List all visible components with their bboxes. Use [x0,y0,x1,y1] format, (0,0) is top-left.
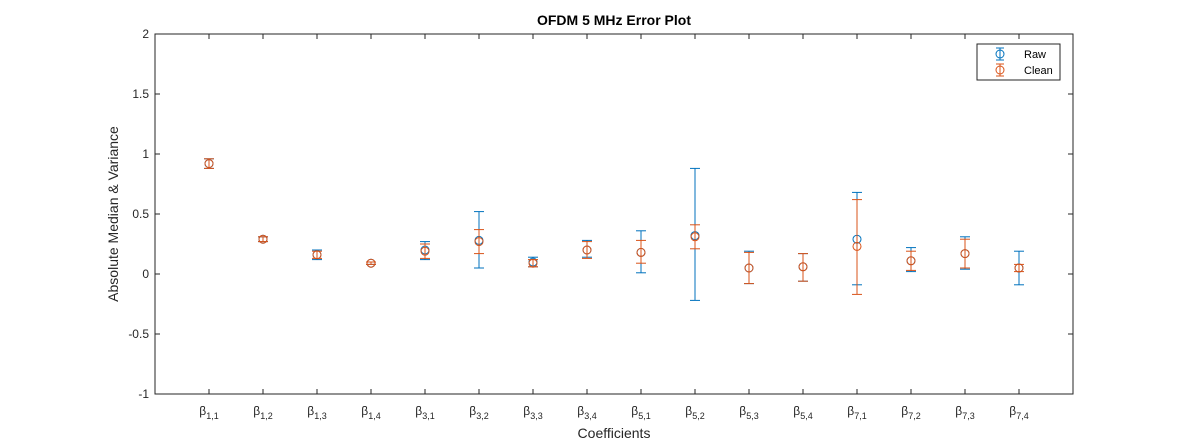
y-tick-label: -0.5 [128,327,149,341]
y-tick-label: -1 [138,387,149,401]
x-tick-symbol: β [307,404,314,418]
x-tick-symbol: β [253,404,260,418]
legend-marker [995,65,1005,75]
x-tick-symbol: β [739,404,746,418]
x-tick-subscript: 5,1 [638,411,651,421]
x-tick-symbol: β [361,404,368,418]
data-series [204,158,1024,301]
legend-box [976,43,1061,81]
x-tick-subscript: 1,1 [206,411,219,421]
data-point-marker [420,246,430,256]
x-tick-label: β3,3 [523,404,542,421]
x-tick-subscript: 1,2 [260,411,273,421]
x-tick-subscript: 5,2 [692,411,705,421]
x-tick-label: β1,3 [307,404,326,421]
x-tick-label: β3,2 [469,404,488,421]
plot-area [155,34,1073,394]
x-tick-symbol: β [1009,404,1016,418]
x-tick-subscript: 7,1 [854,411,867,421]
x-tick-subscript: 3,4 [584,411,597,421]
x-tick-label: β1,4 [361,404,380,421]
data-point-marker [798,262,808,272]
x-tick-symbol: β [199,404,206,418]
y-tick-label: 2 [142,27,149,41]
y-tick-label: 0.5 [132,207,149,221]
x-tick-label: β1,1 [199,404,218,421]
data-point-marker [366,258,376,268]
x-tick-label: β3,4 [577,404,596,421]
y-tick-label: 1 [142,147,149,161]
y-tick-label: 0 [142,267,149,281]
x-tick-label: β7,2 [901,404,920,421]
data-point-marker [690,232,700,242]
x-tick-symbol: β [685,404,692,418]
legend-label: Raw [1024,49,1046,61]
data-point-marker [474,237,484,247]
x-tick-symbol: β [793,404,800,418]
x-tick-subscript: 7,2 [908,411,921,421]
x-tick-subscript: 3,1 [422,411,435,421]
plot-box [154,33,1074,395]
chart-title: OFDM 5 MHz Error Plot [537,12,691,28]
x-tick-label: β3,1 [415,404,434,421]
x-tick-subscript: 1,3 [314,411,327,421]
y-axis-label: Absolute Median & Variance [105,126,121,302]
x-tick-subscript: 5,3 [746,411,759,421]
legend: Raw Clean [976,43,1061,81]
x-tick-symbol: β [955,404,962,418]
x-tick-label: β5,3 [739,404,758,421]
data-point-marker [258,234,268,244]
data-point-marker [204,159,214,169]
data-point-marker [582,245,592,255]
x-tick-symbol: β [415,404,422,418]
x-tick-symbol: β [631,404,638,418]
x-tick-subscript: 3,3 [530,411,543,421]
x-tick-label: β1,2 [253,404,272,421]
series-clean [204,158,1024,295]
data-point-marker [960,249,970,259]
x-tick-symbol: β [577,404,584,418]
data-point-marker [636,247,646,257]
data-point-marker [852,241,862,251]
x-tick-subscript: 7,3 [962,411,975,421]
x-tick-symbol: β [469,404,476,418]
x-tick-subscript: 5,4 [800,411,813,421]
x-tick-label: β5,1 [631,404,650,421]
data-point-marker [744,263,754,273]
x-axis-label: Coefficients [578,425,651,441]
x-tick-symbol: β [901,404,908,418]
y-tick-label: 1.5 [132,87,149,101]
x-tick-label: β7,4 [1009,404,1028,421]
x-tick-label: β5,2 [685,404,704,421]
x-tick-symbol: β [523,404,530,418]
x-tick-subscript: 1,4 [368,411,381,421]
data-point-marker [906,256,916,266]
x-tick-subscript: 3,2 [476,411,489,421]
x-tick-subscript: 7,4 [1016,411,1029,421]
data-point-marker [528,258,538,268]
x-tick-symbol: β [847,404,854,418]
x-tick-label: β7,1 [847,404,866,421]
data-point-marker [312,250,322,260]
legend-marker [995,49,1005,59]
x-tick-label: β7,3 [955,404,974,421]
legend-label: Clean [1024,65,1053,77]
x-tick-label: β5,4 [793,404,812,421]
data-point-marker [1014,263,1024,273]
